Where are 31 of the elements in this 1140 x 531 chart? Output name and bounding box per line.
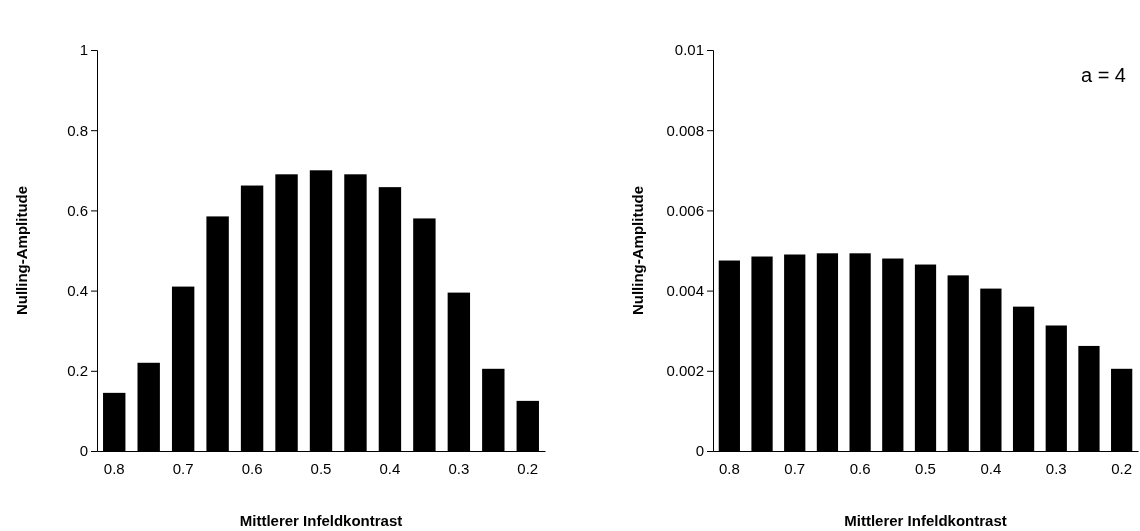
y-tick-label: 1 (79, 41, 88, 59)
y-tick-label: 0.8 (67, 121, 88, 139)
y-tick-label: 0.4 (67, 281, 88, 299)
y-axis-title: Nulling-Amplitude (13, 185, 30, 316)
y-tick-label: 0 (695, 442, 704, 460)
x-tick-label: 0.3 (1045, 459, 1067, 477)
x-tick-label: 0.4 (379, 459, 401, 477)
x-axis-title: Mittlerer Infeldkontrast (239, 512, 403, 529)
x-tick-label: 0.7 (172, 459, 194, 477)
y-tick-label: 0.6 (67, 201, 88, 219)
y-tick-label: 0.01 (674, 41, 704, 59)
y-tick-label: 0 (79, 442, 88, 460)
x-tick-label: 0.3 (448, 459, 470, 477)
x-tick-label: 0.8 (718, 459, 740, 477)
x-tick-label: 0.2 (1111, 459, 1133, 477)
x-tick-label: 0.7 (784, 459, 806, 477)
annotation: a = 4 (1080, 64, 1126, 86)
y-tick-label: 0.004 (666, 281, 704, 299)
y-tick-label: 0.006 (666, 201, 704, 219)
x-tick-label: 0.5 (310, 459, 332, 477)
x-tick-label: 0.6 (241, 459, 263, 477)
x-tick-label: 0.5 (915, 459, 936, 477)
x-tick-label: 0.4 (980, 459, 1002, 477)
x-tick-label: 0.6 (849, 459, 871, 477)
x-tick-label: 0.2 (517, 459, 539, 477)
x-axis-title: Mittlerer Infeldkontrast (844, 512, 1007, 529)
y-tick-label: 0.002 (666, 362, 704, 380)
x-tick-label: 0.8 (103, 459, 125, 477)
y-tick-label: 0.008 (666, 121, 704, 139)
y-tick-label: 0.2 (67, 362, 88, 380)
y-axis-title: Nulling-Amplitude (629, 185, 646, 316)
